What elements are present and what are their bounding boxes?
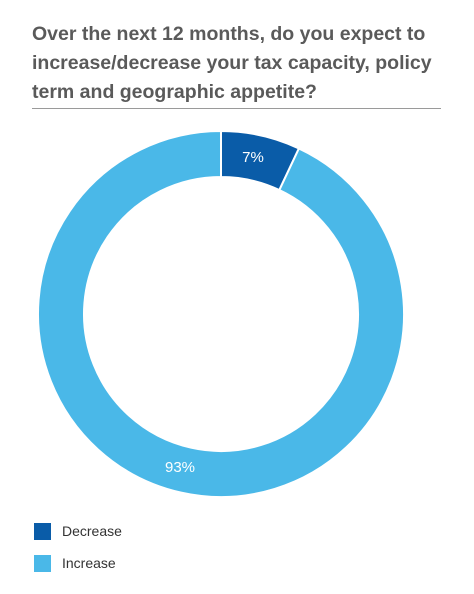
chart-title: Over the next 12 months, do you expect t… <box>32 23 432 103</box>
legend-label-increase: Increase <box>62 555 116 571</box>
legend-item-increase: Increase <box>34 553 122 573</box>
title-divider <box>32 108 441 109</box>
slice-increase <box>37 129 405 498</box>
legend-swatch-decrease <box>34 522 51 540</box>
legend-label-decrease: Decrease <box>62 523 122 539</box>
legend-swatch-increase <box>34 554 51 572</box>
legend: Decrease Increase <box>34 521 122 585</box>
slice-label-decrease: 7% <box>242 149 264 166</box>
slice-label-increase: 93% <box>165 459 195 476</box>
legend-item-decrease: Decrease <box>34 521 122 541</box>
